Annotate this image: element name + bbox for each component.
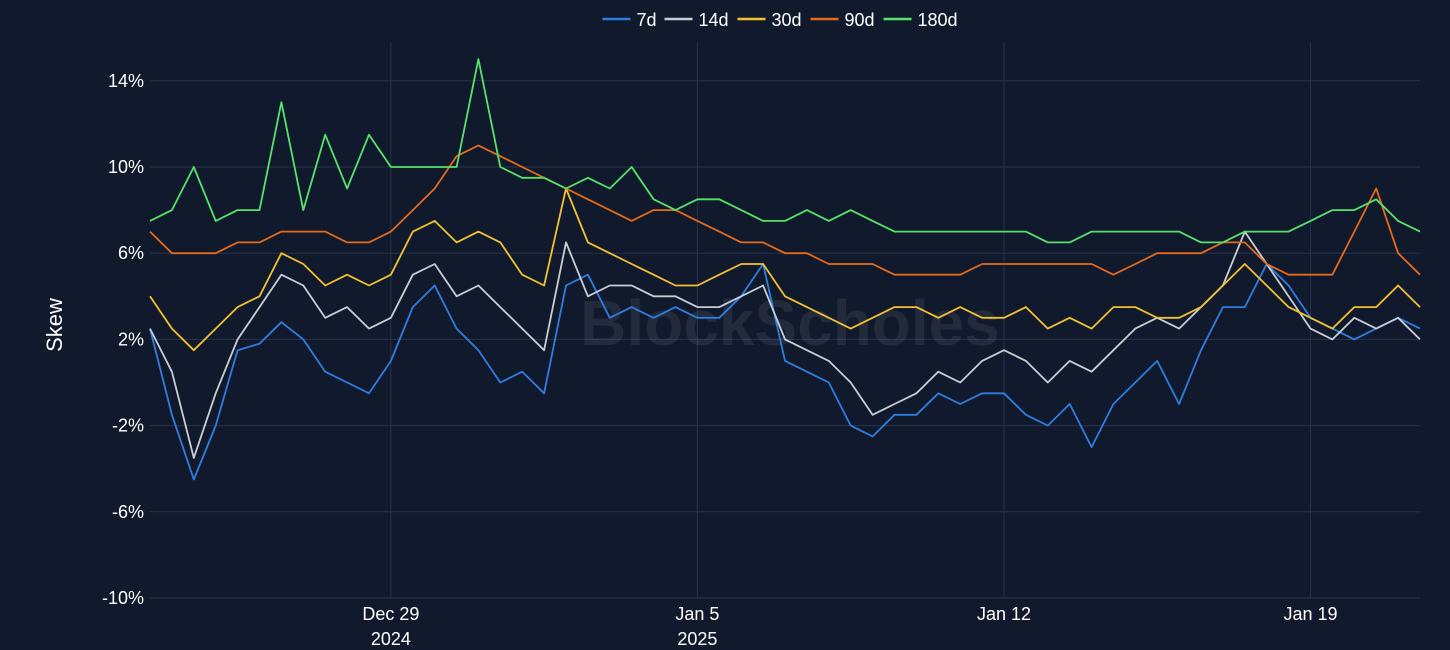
x-tick-label: Jan 5 — [675, 604, 719, 624]
legend: 7d 14d 30d 90d 180d — [602, 10, 958, 30]
x-tick-sublabel: 2025 — [677, 629, 717, 649]
x-tick-label: Jan 19 — [1283, 604, 1337, 624]
series-line-7d — [149, 263, 1421, 481]
axis-layer: -10% -6% -2% 2% 6% 10% 14% Dec 29 2024 Jan 5 2025 J… — [102, 71, 1338, 649]
y-tick-label: 14% — [108, 71, 144, 91]
legend-item-180d[interactable]: 180d — [883, 10, 958, 30]
series-layer — [149, 58, 1421, 481]
y-tick-label: -2% — [112, 416, 144, 436]
legend-label: 90d — [845, 10, 875, 30]
legend-label: 14d — [699, 10, 729, 30]
x-tick-sublabel: 2024 — [371, 629, 411, 649]
legend-item-14d[interactable]: 14d — [664, 10, 729, 30]
y-tick-label: 2% — [118, 329, 144, 349]
legend-item-30d[interactable]: 30d — [737, 10, 802, 30]
y-tick-label: 10% — [108, 157, 144, 177]
y-tick-label: -10% — [102, 588, 144, 608]
legend-label: 30d — [772, 10, 802, 30]
y-tick-label: -6% — [112, 502, 144, 522]
legend-label: 180d — [918, 10, 958, 30]
legend-label: 7d — [637, 10, 657, 30]
y-tick-label: 6% — [118, 243, 144, 263]
x-tick-label: Dec 29 — [362, 604, 419, 624]
x-tick-label: Jan 12 — [977, 604, 1031, 624]
legend-item-90d[interactable]: 90d — [810, 10, 875, 30]
series-line-180d — [149, 58, 1421, 244]
legend-item-7d[interactable]: 7d — [602, 10, 657, 30]
series-line-90d — [149, 144, 1421, 276]
y-axis-label: Skew — [42, 298, 67, 352]
series-line-30d — [149, 187, 1421, 352]
